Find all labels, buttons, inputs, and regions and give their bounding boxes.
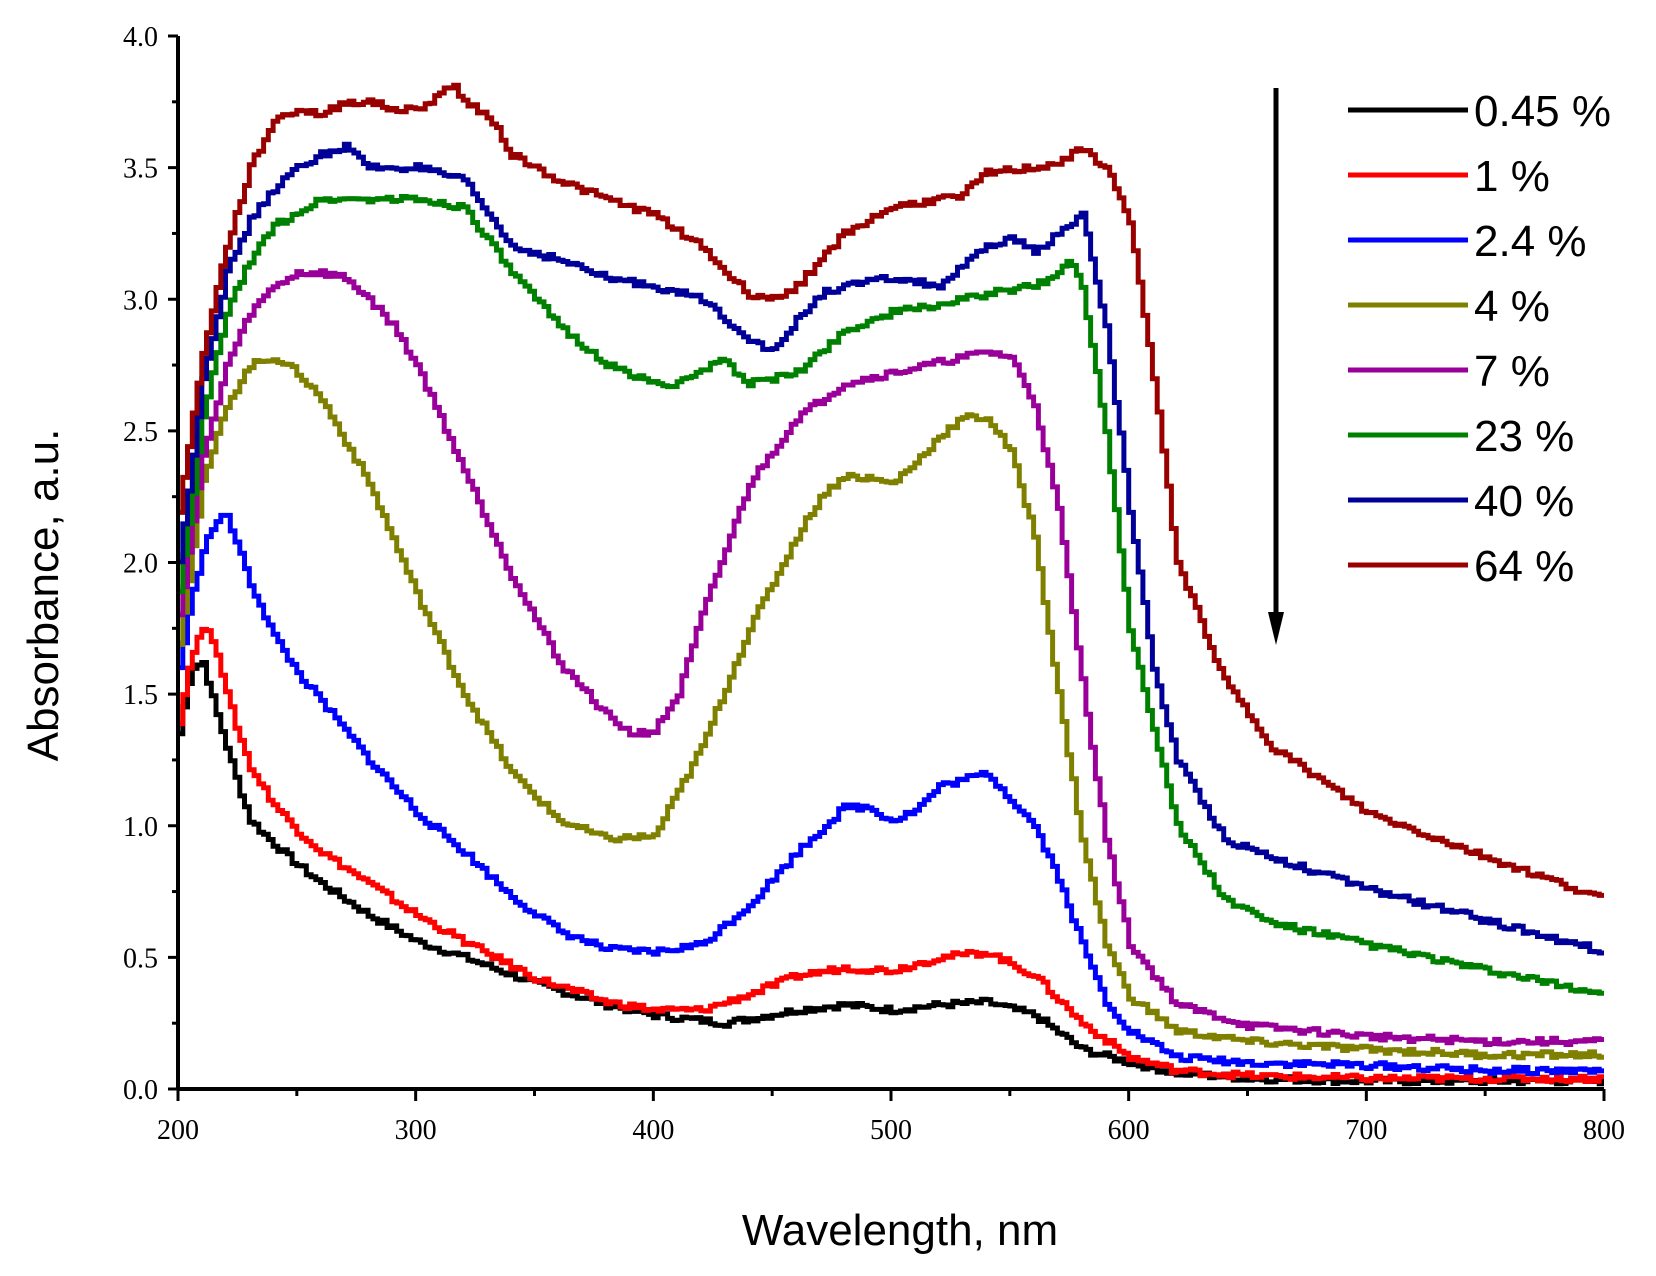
- series-line: [178, 512, 1604, 1077]
- y-tick-label: 2.5: [123, 417, 158, 448]
- y-tick-label: 3.0: [123, 285, 158, 316]
- series-line: [178, 626, 1604, 1085]
- legend-label: 7 %: [1474, 347, 1550, 396]
- legend-label: 64 %: [1474, 542, 1574, 591]
- x-tick-label: 500: [870, 1115, 912, 1146]
- y-tick-label: 1.5: [123, 680, 158, 711]
- y-tick-label: 0.5: [123, 943, 158, 974]
- series-line: [178, 82, 1604, 898]
- series-line: [178, 141, 1604, 956]
- trend-arrow: [1268, 88, 1284, 645]
- y-tick-labels: 0.0 0.5 1.0 1.5 2.0 2.5 3.0 3.5 4.0: [123, 22, 158, 1106]
- y-tick-label: 1.0: [123, 812, 158, 843]
- series-line: [178, 268, 1604, 1047]
- series-lines: [178, 82, 1604, 1087]
- legend-label: 4 %: [1474, 282, 1550, 331]
- x-tick-label: 700: [1345, 1115, 1387, 1146]
- legend-label: 0.45 %: [1474, 87, 1611, 136]
- y-tick-label: 2.0: [123, 549, 158, 580]
- series-line: [178, 660, 1604, 1087]
- y-tick-label: 4.0: [123, 22, 158, 53]
- y-axis-title: Absorbance, a.u.: [19, 429, 68, 762]
- legend-label: 40 %: [1474, 477, 1574, 526]
- y-tick-label: 0.0: [123, 1075, 158, 1106]
- legend-label: 2.4 %: [1474, 217, 1587, 266]
- x-tick-label: 400: [632, 1115, 674, 1146]
- legend: 0.45 % 1 % 2.4 % 4 % 7 % 23 % 40 % 64 %: [1348, 87, 1611, 591]
- trend-arrow-head: [1268, 612, 1284, 645]
- x-tick-label: 600: [1108, 1115, 1150, 1146]
- x-tick-label: 800: [1583, 1115, 1625, 1146]
- x-axis-title: Wavelength, nm: [742, 1206, 1058, 1255]
- tick-marks: [168, 34, 1606, 1101]
- legend-label: 23 %: [1474, 412, 1574, 461]
- x-tick-labels: 200 300 400 500 600 700 800: [157, 1115, 1625, 1146]
- series-line: [178, 194, 1604, 996]
- x-tick-label: 200: [157, 1115, 199, 1146]
- legend-label: 1 %: [1474, 152, 1550, 201]
- x-tick-label: 300: [395, 1115, 437, 1146]
- series-line: [178, 357, 1604, 1061]
- y-tick-label: 3.5: [123, 154, 158, 185]
